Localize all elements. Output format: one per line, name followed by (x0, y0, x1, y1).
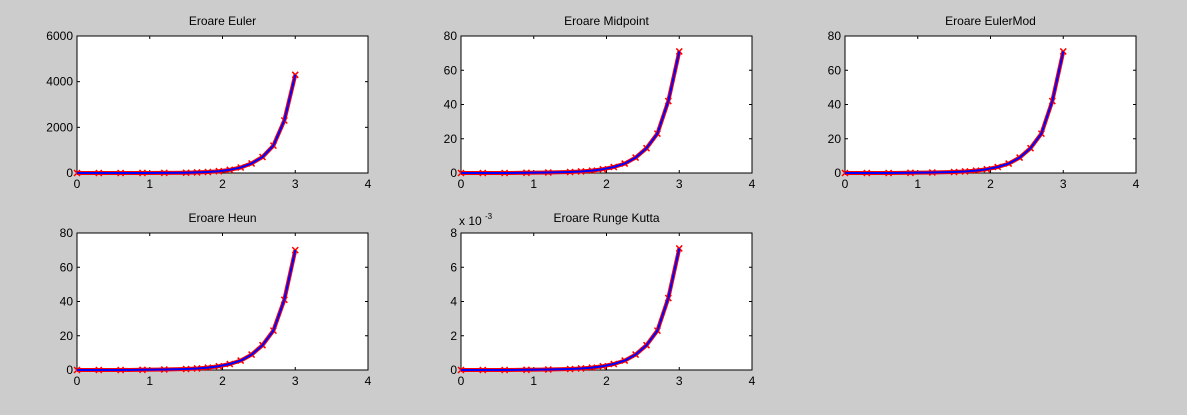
series-line-2 (461, 51, 681, 174)
y-tick-label: 0 (834, 166, 841, 180)
x-tick-label: 4 (1133, 177, 1140, 191)
x-tick-label: 3 (676, 374, 683, 388)
y-tick-label: 4 (450, 295, 457, 309)
x-tick-label: 1 (914, 177, 921, 191)
axes-1: Eroare Euler 0 1 2 3 4 0 2000 4000 6000 (46, 14, 371, 191)
y-tick-label: 2000 (46, 120, 73, 134)
x-tick-label: 0 (74, 374, 81, 388)
y-tick-label: 40 (60, 295, 74, 309)
x-tick-label: 1 (146, 177, 153, 191)
y-tick-label: 80 (828, 29, 842, 43)
y-tick-label: 0 (66, 363, 73, 377)
y-tick-label: 60 (444, 63, 458, 77)
x-tick-label: 4 (749, 374, 756, 388)
x-tick-label: 3 (292, 374, 299, 388)
plot-area (844, 35, 1137, 174)
x-tick-label: 2 (603, 374, 610, 388)
x-tick-label: 0 (458, 177, 465, 191)
y-tick-label: 0 (450, 363, 457, 377)
y-tick-label: 8 (450, 226, 457, 240)
x-tick-label: 4 (749, 177, 756, 191)
x-tick-label: 2 (603, 177, 610, 191)
plot-area (460, 35, 753, 174)
chart-title: Eroare Heun (188, 211, 256, 225)
y-exponent-base: x 10 (459, 214, 482, 228)
y-tick-label: 6 (450, 260, 457, 274)
x-tick-label: 2 (219, 374, 226, 388)
chart-title: Eroare Euler (189, 14, 256, 28)
series-line-2 (77, 74, 297, 174)
x-tick-label: 1 (530, 177, 537, 191)
x-tick-label: 0 (842, 177, 849, 191)
x-tick-label: 2 (219, 177, 226, 191)
plot-area (460, 232, 753, 371)
plot-area (76, 35, 369, 174)
y-tick-label: 80 (60, 226, 74, 240)
x-tick-label: 0 (74, 177, 81, 191)
y-tick-label: 20 (444, 132, 458, 146)
y-tick-label: 40 (828, 98, 842, 112)
x-tick-label: 1 (146, 374, 153, 388)
y-tick-label: 60 (60, 260, 74, 274)
x-tick-label: 3 (676, 177, 683, 191)
x-tick-label: 3 (292, 177, 299, 191)
y-exponent-label: x 10 -3 (459, 212, 493, 228)
y-tick-label: 4000 (46, 75, 73, 89)
x-tick-label: 0 (458, 374, 465, 388)
x-tick-label: 4 (365, 177, 372, 191)
y-tick-label: 2 (450, 329, 457, 343)
series-line-2 (77, 249, 297, 371)
x-tick-label: 3 (1060, 177, 1067, 191)
y-tick-label: 60 (828, 63, 842, 77)
y-exponent-power: -3 (485, 212, 493, 221)
y-tick-label: 80 (444, 29, 458, 43)
y-tick-label: 0 (66, 166, 73, 180)
y-tick-label: 40 (444, 98, 458, 112)
chart-title: Eroare Runge Kutta (553, 211, 659, 225)
x-tick-label: 4 (365, 374, 372, 388)
y-tick-label: 6000 (46, 29, 73, 43)
x-tick-label: 1 (530, 374, 537, 388)
series-line-2 (461, 248, 681, 371)
chart-title: Eroare EulerMod (945, 14, 1036, 28)
y-tick-label: 20 (60, 329, 74, 343)
plot-area (76, 232, 369, 371)
y-tick-label: 0 (450, 166, 457, 180)
chart-title: Eroare Midpoint (564, 14, 649, 28)
x-tick-label: 2 (987, 177, 994, 191)
y-tick-label: 20 (828, 132, 842, 146)
axes-5: Eroare Runge Kutta 0 1 2 3 4 0 2 4 6 8x 10 -3 (450, 211, 755, 388)
series-line-2 (845, 51, 1065, 174)
